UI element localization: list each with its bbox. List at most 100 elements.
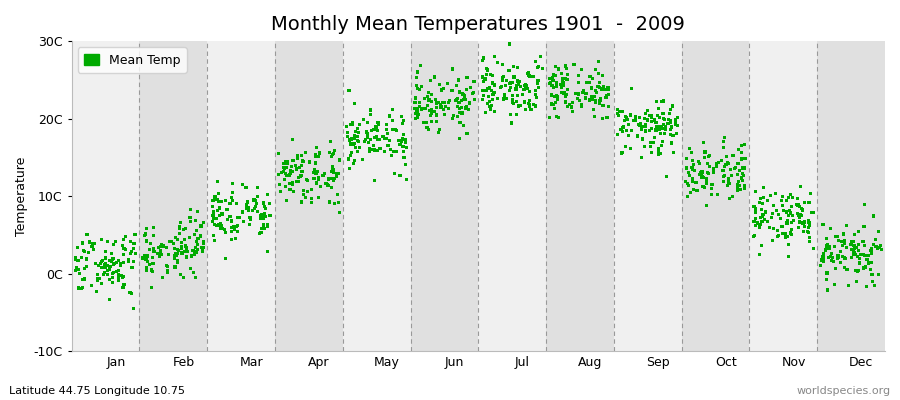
Point — [652, 145, 666, 152]
Point — [820, 242, 834, 248]
Point — [371, 119, 385, 126]
Point — [209, 222, 223, 229]
Point — [834, 238, 849, 245]
Point — [487, 90, 501, 96]
Point — [212, 222, 226, 228]
Point — [168, 234, 183, 241]
Point — [819, 236, 833, 242]
Point — [207, 232, 221, 239]
Point — [818, 248, 832, 254]
Point — [384, 152, 399, 159]
Point — [847, 242, 861, 249]
Point — [209, 216, 223, 222]
Point — [395, 120, 410, 126]
Point — [316, 172, 330, 178]
Point — [757, 195, 771, 201]
Point — [452, 88, 466, 94]
Point — [664, 140, 679, 146]
Point — [173, 271, 187, 278]
Point — [601, 84, 616, 91]
Point — [352, 144, 366, 150]
Point — [284, 164, 299, 170]
Point — [484, 102, 499, 108]
Point — [419, 124, 434, 130]
Point — [485, 80, 500, 86]
Point — [296, 192, 310, 198]
Point — [758, 217, 772, 223]
Point — [417, 119, 431, 126]
Point — [224, 224, 238, 230]
Point — [364, 111, 378, 117]
Point — [347, 133, 362, 139]
Point — [215, 226, 230, 232]
Point — [521, 70, 535, 76]
Point — [154, 252, 168, 258]
Point — [509, 82, 524, 89]
Point — [212, 190, 226, 197]
Point — [409, 83, 423, 89]
Point — [752, 199, 767, 206]
Point — [436, 100, 450, 106]
Point — [824, 253, 838, 260]
Point — [207, 238, 221, 244]
Point — [507, 74, 521, 80]
Point — [578, 95, 592, 101]
Point — [122, 289, 137, 296]
Point — [171, 250, 185, 256]
Point — [306, 169, 320, 175]
Point — [648, 118, 662, 124]
Point — [76, 240, 90, 246]
Point — [840, 244, 854, 251]
Point — [151, 244, 166, 251]
Point — [283, 186, 297, 192]
Point — [460, 74, 474, 81]
Point — [274, 188, 288, 194]
Point — [116, 274, 130, 280]
Point — [503, 111, 517, 118]
Point — [190, 238, 204, 245]
Point — [205, 212, 220, 219]
Point — [156, 274, 170, 280]
Point — [99, 264, 113, 270]
Point — [102, 263, 116, 270]
Point — [377, 148, 392, 155]
Point — [639, 128, 653, 134]
Point — [579, 80, 593, 86]
Point — [487, 53, 501, 60]
Point — [412, 100, 427, 106]
Point — [250, 208, 265, 214]
Point — [748, 206, 762, 212]
Point — [559, 99, 573, 105]
Point — [103, 297, 117, 303]
Point — [669, 117, 683, 123]
Point — [792, 218, 806, 224]
Point — [652, 148, 666, 154]
Bar — [140, 41, 207, 351]
Point — [99, 255, 113, 261]
Point — [167, 246, 182, 252]
Point — [309, 153, 323, 160]
Point — [410, 108, 424, 115]
Point — [140, 267, 154, 273]
Point — [105, 270, 120, 277]
Point — [106, 255, 121, 262]
Point — [621, 132, 635, 139]
Point — [177, 248, 192, 254]
Point — [652, 114, 667, 120]
Point — [332, 157, 347, 163]
Point — [284, 168, 298, 174]
Point — [820, 270, 834, 276]
Point — [278, 171, 293, 177]
Point — [449, 97, 464, 103]
Point — [246, 197, 260, 203]
Point — [392, 141, 407, 148]
Point — [446, 112, 461, 119]
Point — [170, 260, 184, 266]
Point — [530, 64, 544, 71]
Point — [441, 99, 455, 106]
Point — [161, 263, 176, 270]
Point — [90, 278, 104, 284]
Point — [263, 212, 277, 219]
Text: worldspecies.org: worldspecies.org — [796, 386, 891, 396]
Point — [180, 245, 194, 251]
